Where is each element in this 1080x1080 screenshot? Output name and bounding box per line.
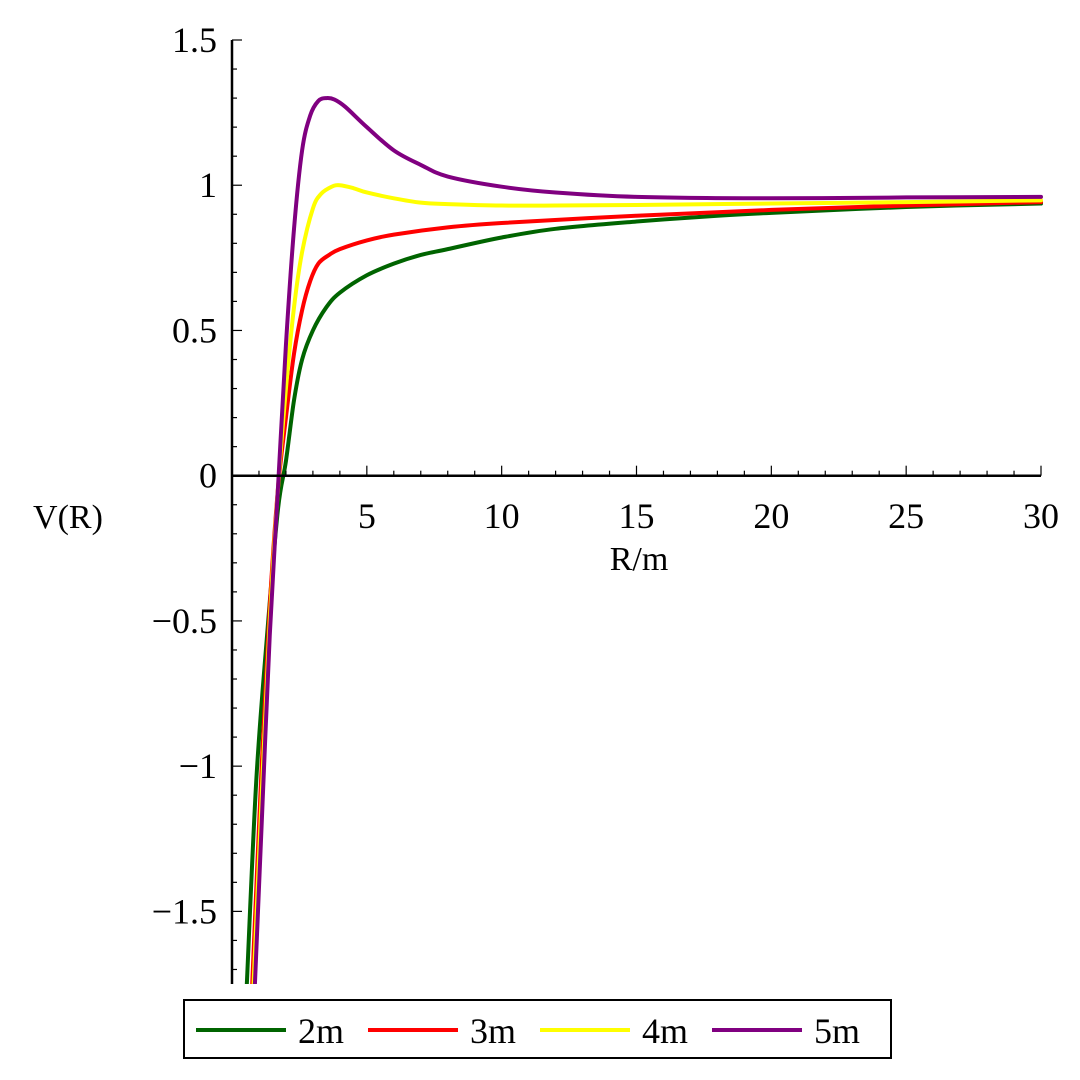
series-line-5m	[252, 96, 1043, 984]
x-axis-label: R/m	[610, 541, 669, 578]
x-tick-label: 5	[358, 496, 376, 536]
y-tick-label: 1	[199, 165, 217, 205]
series-line-4m	[251, 183, 1043, 984]
x-tick-label: 10	[484, 496, 520, 536]
series-line-3m	[250, 200, 1043, 984]
x-tick-label: 20	[753, 496, 789, 536]
y-tick-label: 0	[199, 456, 217, 496]
series-layer	[244, 96, 1043, 984]
x-tick-label: 15	[619, 496, 655, 536]
tick-layer: 5 10 15 20 25 30 1.5 1 0.5 0 −0.5 −1 −1.5	[152, 20, 1059, 971]
y-tick-label: −1	[179, 746, 217, 786]
x-tick-label: 30	[1023, 496, 1059, 536]
y-tick-label: −1.5	[152, 891, 217, 931]
y-tick-label: 0.5	[172, 310, 217, 350]
series-line-2m	[244, 201, 1043, 984]
legend-label-4m: 4m	[642, 1011, 688, 1051]
legend-label-2m: 2m	[298, 1011, 344, 1051]
y-axis-label: V(R)	[33, 499, 103, 536]
y-tick-label: −0.5	[152, 601, 217, 641]
legend-label-3m: 3m	[470, 1011, 516, 1051]
legend-label-5m: 5m	[814, 1011, 860, 1051]
y-tick-label: 1.5	[172, 20, 217, 60]
legend: 2m 3m 4m 5m	[183, 999, 892, 1059]
x-tick-label: 25	[888, 496, 924, 536]
